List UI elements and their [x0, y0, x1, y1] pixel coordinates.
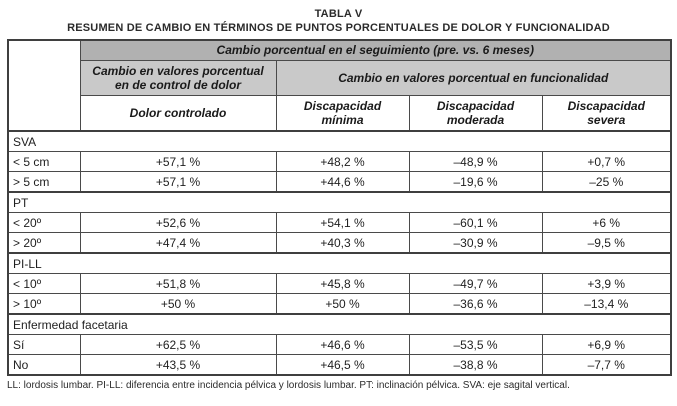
page: TABLA V RESUMEN DE CAMBIO EN TÉRMINOS DE…	[7, 7, 672, 391]
value-cell: +40,3 %	[275, 232, 410, 254]
value-cell: –48,9 %	[408, 151, 543, 172]
value-cell: –36,6 %	[408, 293, 543, 315]
value-cell: –30,9 %	[408, 232, 543, 254]
value-cell: +50 %	[79, 293, 277, 315]
value-cell: +44,6 %	[275, 171, 410, 193]
section-row-pill: PI-LL	[7, 252, 672, 274]
value-cell: –19,6 %	[408, 171, 543, 193]
value-cell: –9,5 %	[541, 232, 672, 254]
group-header-dolor: Cambio en valores porcentual en de contr…	[79, 60, 277, 96]
row-label: > 5 cm	[7, 171, 81, 193]
value-cell: +51,8 %	[79, 273, 277, 294]
table-row: < 20º +52,6 % +54,1 % –60,1 % +6 %	[7, 212, 672, 233]
value-cell: –25 %	[541, 171, 672, 193]
main-header-cell: Cambio porcentual en el seguimiento (pre…	[79, 39, 672, 61]
table-row: > 10º +50 % +50 % –36,6 % –13,4 %	[7, 293, 672, 315]
section-row-sva: SVA	[7, 130, 672, 152]
table-row: < 10º +51,8 % +45,8 % –49,7 % +3,9 %	[7, 273, 672, 294]
value-cell: +62,5 %	[79, 334, 277, 355]
group-header-funcionalidad: Cambio en valores porcentual en funciona…	[275, 60, 672, 96]
value-cell: –7,7 %	[541, 354, 672, 376]
results-table: Cambio porcentual en el seguimiento (pre…	[7, 39, 672, 376]
footnote: LL: lordosis lumbar. PI-LL: diferencia e…	[7, 380, 570, 391]
value-cell: –53,5 %	[408, 334, 543, 355]
value-cell: +6 %	[541, 212, 672, 233]
value-cell: +47,4 %	[79, 232, 277, 254]
column-header-discapacidad-minima: Discapacidad mínima	[275, 95, 410, 132]
section-row-enfermedad-facetaria: Enfermedad facetaria	[7, 313, 672, 335]
value-cell: +57,1 %	[79, 151, 277, 172]
row-label: > 10º	[7, 293, 81, 315]
value-cell: +43,5 %	[79, 354, 277, 376]
table-row: No +43,5 % +46,5 % –38,8 % –7,7 %	[7, 354, 672, 376]
value-cell: –13,4 %	[541, 293, 672, 315]
value-cell: +46,6 %	[275, 334, 410, 355]
header-row-1: Cambio porcentual en el seguimiento (pre…	[7, 39, 672, 132]
value-cell: +54,1 %	[275, 212, 410, 233]
value-cell: +46,5 %	[275, 354, 410, 376]
section-label: Enfermedad facetaria	[7, 313, 672, 335]
value-cell: +45,8 %	[275, 273, 410, 294]
section-label: PI-LL	[7, 252, 672, 274]
table-number: TABLA V	[314, 8, 363, 20]
value-cell: +6,9 %	[541, 334, 672, 355]
value-cell: –60,1 %	[408, 212, 543, 233]
page-title: RESUMEN DE CAMBIO EN TÉRMINOS DE PUNTOS …	[67, 22, 610, 34]
column-header-discapacidad-severa: Discapacidad severa	[541, 95, 672, 132]
row-label: No	[7, 354, 81, 376]
table-row: < 5 cm +57,1 % +48,2 % –48,9 % +0,7 %	[7, 151, 672, 172]
section-label: SVA	[7, 130, 672, 152]
value-cell: –49,7 %	[408, 273, 543, 294]
table-row: > 5 cm +57,1 % +44,6 % –19,6 % –25 %	[7, 171, 672, 193]
table-row: > 20º +47,4 % +40,3 % –30,9 % –9,5 %	[7, 232, 672, 254]
table-row: Sí +62,5 % +46,6 % –53,5 % +6,9 %	[7, 334, 672, 355]
title-block: TABLA V RESUMEN DE CAMBIO EN TÉRMINOS DE…	[7, 7, 670, 35]
row-label: < 5 cm	[7, 151, 81, 172]
section-row-pt: PT	[7, 191, 672, 213]
row-label: < 20º	[7, 212, 81, 233]
column-header-discapacidad-moderada: Discapacidad moderada	[408, 95, 543, 132]
row-label: > 20º	[7, 232, 81, 254]
header-row-2: Cambio en valores porcentual en de contr…	[8, 60, 672, 96]
value-cell: +57,1 %	[79, 171, 277, 193]
row-label: < 10º	[7, 273, 81, 294]
value-cell: –38,8 %	[408, 354, 543, 376]
value-cell: +3,9 %	[541, 273, 672, 294]
value-cell: +0,7 %	[541, 151, 672, 172]
section-label: PT	[7, 191, 672, 213]
header-row-3: Dolor controlado Discapacidad mínima Dis…	[8, 95, 672, 132]
column-header-dolor-controlado: Dolor controlado	[79, 95, 277, 132]
row-label: Sí	[7, 334, 81, 355]
corner-cell	[7, 39, 81, 132]
value-cell: +48,2 %	[275, 151, 410, 172]
value-cell: +52,6 %	[79, 212, 277, 233]
value-cell: +50 %	[275, 293, 410, 315]
